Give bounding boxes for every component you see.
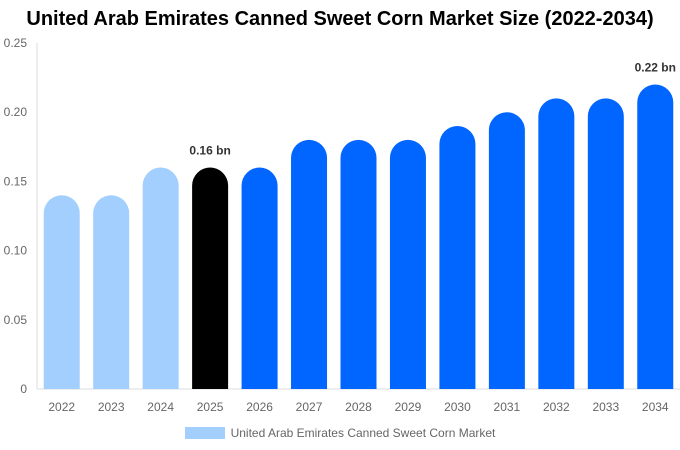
- x-tick-label: 2025: [197, 400, 224, 414]
- x-tick-label: 2032: [543, 400, 570, 414]
- data-label-2025: 0.16 bn: [189, 144, 230, 158]
- data-label-2034: 0.22 bn: [635, 61, 676, 75]
- y-tick-label: 0: [20, 382, 27, 396]
- chart-title: United Arab Emirates Canned Sweet Corn M…: [26, 8, 654, 30]
- bar-2033: [587, 98, 624, 390]
- y-tick-label: 0.10: [4, 244, 28, 258]
- x-tick-label: 2031: [494, 400, 521, 414]
- y-tick-label: 0.15: [4, 174, 28, 188]
- bar-2025: [192, 167, 229, 389]
- bar-2031: [488, 112, 525, 389]
- y-tick-label: 0.20: [4, 105, 28, 119]
- bar-2030: [439, 126, 476, 390]
- bar-2023: [93, 195, 130, 389]
- bar-2027: [291, 139, 328, 389]
- bar-2026: [241, 167, 278, 389]
- y-tick-label: 0.05: [4, 313, 28, 327]
- bar-2024: [142, 167, 179, 389]
- bar-2029: [389, 139, 426, 389]
- x-tick-label: 2030: [444, 400, 471, 414]
- x-tick-label: 2024: [147, 400, 174, 414]
- bar-2032: [538, 98, 575, 390]
- x-tick-label: 2022: [48, 400, 75, 414]
- x-tick-label: 2029: [395, 400, 422, 414]
- x-tick-label: 2026: [246, 400, 273, 414]
- legend-label: United Arab Emirates Canned Sweet Corn M…: [230, 426, 496, 440]
- bar-2022: [43, 195, 80, 389]
- bar-2028: [340, 139, 377, 389]
- y-tick-label: 0.25: [4, 36, 28, 50]
- x-tick-label: 2033: [592, 400, 619, 414]
- legend-swatch: [184, 427, 225, 439]
- x-tick-label: 2027: [296, 400, 323, 414]
- x-tick-label: 2023: [98, 400, 125, 414]
- legend: United Arab Emirates Canned Sweet Corn M…: [0, 426, 680, 440]
- x-tick-label: 2028: [345, 400, 372, 414]
- x-tick-label: 2034: [642, 400, 669, 414]
- bar-2034: [637, 84, 674, 390]
